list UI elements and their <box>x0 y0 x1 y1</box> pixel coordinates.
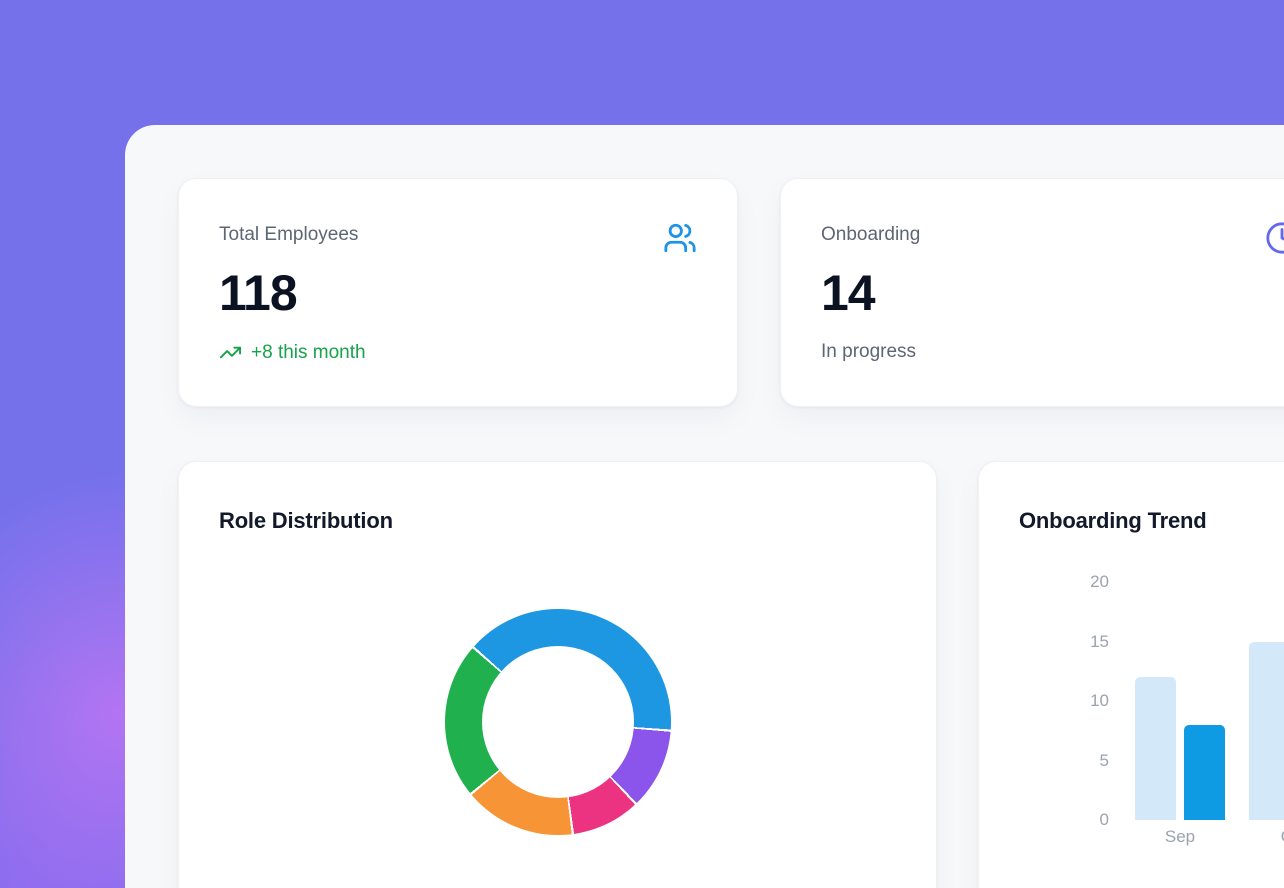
trending-up-icon <box>219 346 242 359</box>
stat-status: In progress <box>821 341 916 363</box>
x-axis-tick-label: Sep <box>1164 827 1196 846</box>
donut-hole <box>482 646 634 798</box>
onboarding-trend-card: Onboarding Trend 20 15 10 5 0 Sep Oct <box>978 461 1284 888</box>
stat-delta-text: +8 this month <box>251 341 366 363</box>
stat-status-text: In progress <box>821 341 917 362</box>
role-distribution-card: Role Distribution <box>178 461 937 888</box>
users-icon <box>664 223 696 253</box>
x-axis-tick-label: Oct <box>1254 827 1284 847</box>
stat-delta: +8 this month <box>219 341 366 364</box>
y-axis-tick-label: 15 <box>1090 631 1109 651</box>
bar-oct-light[interactable] <box>1249 641 1284 820</box>
stat-value: 14 <box>821 265 876 321</box>
stat-label: Onboarding <box>821 224 921 245</box>
bar-sep-dark[interactable] <box>1184 724 1225 820</box>
total-employees-card: Total Employees 118 +8 this month <box>178 178 738 407</box>
bar-sep-light[interactable] <box>1135 677 1176 820</box>
y-axis-tick-label: 0 <box>1099 810 1109 829</box>
y-axis-tick-label: 20 <box>1090 572 1109 591</box>
y-axis-tick-label: 10 <box>1090 691 1109 710</box>
chart-title: Role Distribution <box>219 508 393 533</box>
onboarding-card: Onboarding 14 In progress <box>780 178 1284 407</box>
onboarding-trend-plot: 20 15 10 5 0 Sep Oct <box>979 462 1284 888</box>
role-distribution-donut[interactable] <box>445 609 671 835</box>
clock-icon <box>1266 222 1284 254</box>
y-axis-tick-label: 5 <box>1099 750 1109 770</box>
chart-title: Onboarding Trend <box>1019 508 1207 533</box>
stat-label: Total Employees <box>219 224 359 245</box>
stat-value: 118 <box>219 265 298 321</box>
